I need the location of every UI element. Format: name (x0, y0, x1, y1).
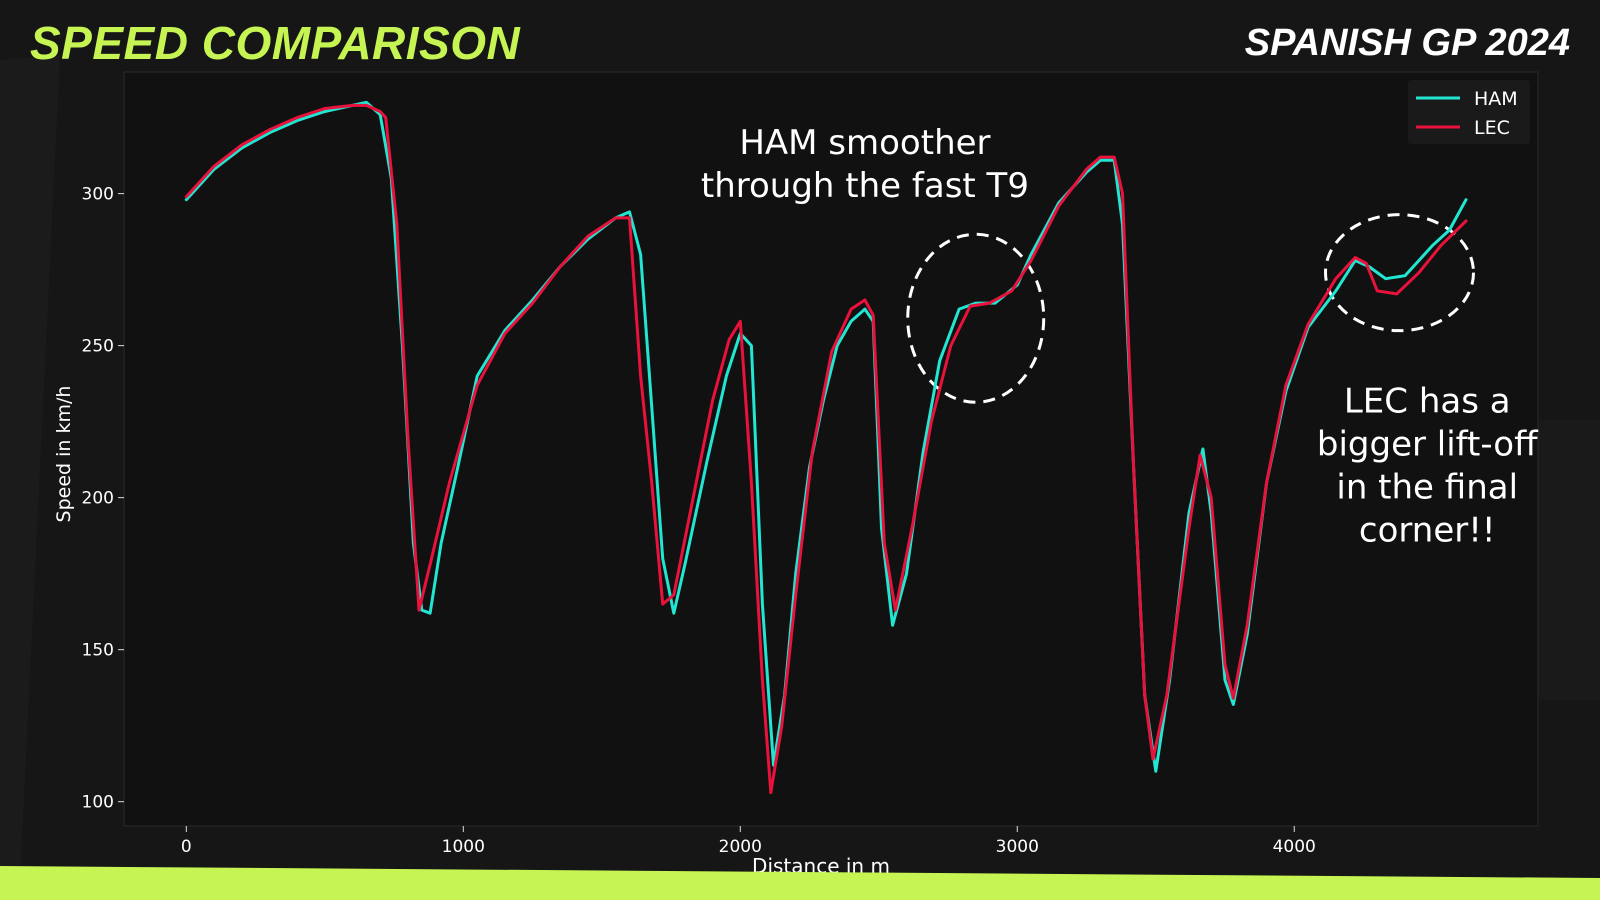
x-tick-label: 1000 (442, 837, 485, 857)
race-name: SPANISH GP 2024 (1244, 22, 1570, 64)
highlight-circle-t9 (906, 232, 1046, 404)
x-tick-label: 2000 (719, 837, 762, 857)
annotation-line: through the fast T9 (701, 166, 1029, 206)
annotation-text: HAM smoother through the fast T9 (701, 123, 1029, 206)
y-tick-label: 200 (82, 489, 114, 509)
annotation-circles (906, 213, 1476, 404)
x-tick-label: 4000 (1273, 837, 1316, 857)
x-tick-label: 0 (181, 837, 192, 857)
highlight-circle-final-corner (1324, 213, 1476, 333)
y-tick-label: 100 (82, 793, 114, 813)
x-axis-label: Distance in m (752, 854, 890, 878)
series-line-ham (184, 100, 1468, 773)
y-axis-label: Speed in km/h (53, 386, 75, 523)
plot-area (123, 71, 1539, 827)
annotation-line: HAM smoother (739, 123, 990, 163)
y-tick-label: 150 (82, 641, 114, 661)
annotations: HAM smoother through the fast T9 LEC has a… (701, 123, 1539, 550)
series-line-lec (184, 103, 1468, 795)
annotation-line: in the final (1336, 468, 1518, 508)
y-tick-label: 250 (82, 337, 114, 357)
page-title: SPEED COMPARISON (30, 17, 521, 69)
annotation-line: bigger lift-off (1317, 425, 1539, 465)
series-lines (184, 100, 1468, 795)
annotation-text: LEC has a bigger lift-off in the final corn… (1317, 382, 1539, 551)
y-tick-label: 300 (82, 185, 114, 205)
legend-label-lec: LEC (1474, 117, 1510, 139)
legend-label-ham: HAM (1474, 88, 1518, 110)
x-tick-label: 3000 (996, 837, 1039, 857)
annotation-line: corner!! (1359, 511, 1496, 551)
annotation-line: LEC has a (1344, 382, 1511, 422)
legend: HAM LEC (1408, 80, 1530, 144)
